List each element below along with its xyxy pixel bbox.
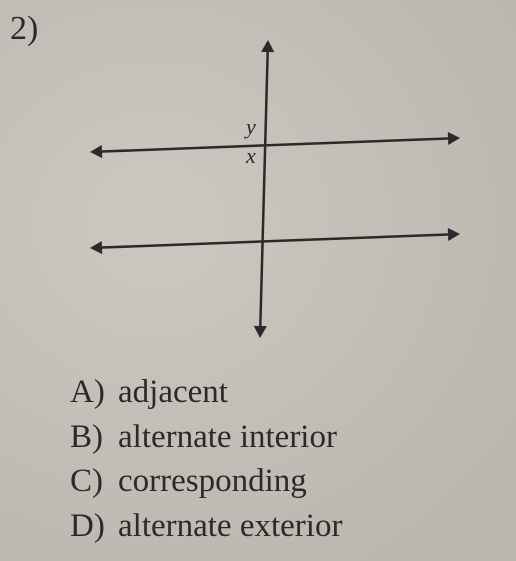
option-b-letter: B) bbox=[70, 415, 118, 460]
question-number: 2) bbox=[10, 10, 38, 48]
parallel-lines-diagram: yx bbox=[60, 30, 490, 350]
option-d: D)alternate exterior bbox=[70, 504, 342, 549]
option-c-text: corresponding bbox=[118, 463, 307, 499]
answer-options: A)adjacent B)alternate interior C)corres… bbox=[70, 370, 342, 548]
option-a-letter: A) bbox=[70, 370, 118, 415]
option-c: C)corresponding bbox=[70, 459, 342, 504]
option-a: A)adjacent bbox=[70, 370, 342, 415]
diagram-container: yx bbox=[60, 30, 490, 350]
option-b: B)alternate interior bbox=[70, 415, 342, 460]
svg-text:y: y bbox=[244, 114, 256, 139]
option-c-letter: C) bbox=[70, 459, 118, 504]
svg-text:x: x bbox=[245, 143, 256, 168]
option-d-letter: D) bbox=[70, 504, 118, 549]
option-b-text: alternate interior bbox=[118, 419, 337, 455]
option-a-text: adjacent bbox=[118, 374, 228, 410]
option-d-text: alternate exterior bbox=[118, 508, 342, 544]
